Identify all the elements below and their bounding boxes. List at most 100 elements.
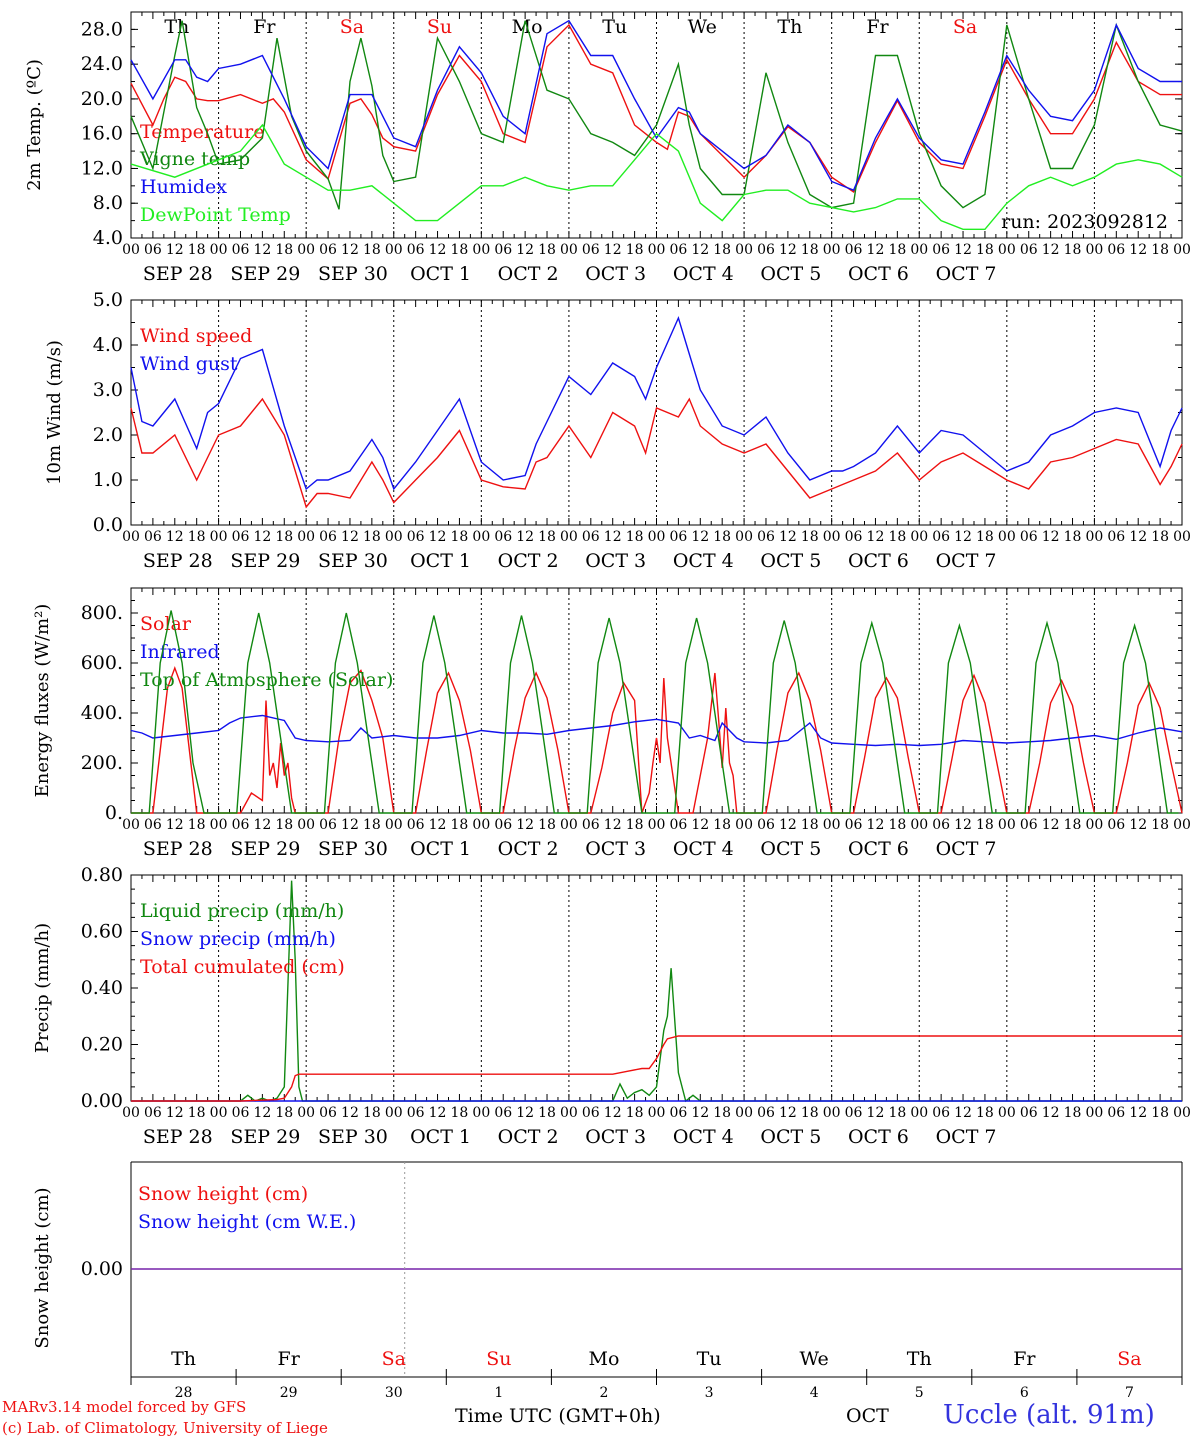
hour-tick-label: 06	[494, 1105, 512, 1121]
hour-tick-label: 00	[648, 817, 666, 833]
legend-entry: Wind speed	[140, 325, 252, 347]
hour-tick-label: 12	[779, 529, 797, 545]
weekday-label: We	[800, 1348, 829, 1370]
hour-tick-label: 12	[867, 529, 885, 545]
hour-tick-label: 18	[888, 817, 906, 833]
date-label: OCT 2	[498, 838, 559, 860]
hour-tick-label: 06	[407, 529, 425, 545]
date-label: SEP 28	[143, 1126, 213, 1148]
y-tick-label: 0.00	[81, 1258, 123, 1280]
hour-tick-label: 12	[516, 242, 534, 258]
weekday-label: Su	[427, 16, 452, 38]
y-tick-label: 0.00	[81, 1090, 123, 1112]
hour-tick-label: 18	[1064, 1105, 1082, 1121]
hour-tick-label: 12	[954, 529, 972, 545]
hour-tick-label: 06	[845, 817, 863, 833]
date-label: OCT 7	[936, 1126, 997, 1148]
date-label: SEP 29	[230, 1126, 300, 1148]
hour-tick-label: 00	[297, 1105, 315, 1121]
hour-tick-label: 00	[998, 529, 1016, 545]
hour-tick-label: 18	[275, 529, 293, 545]
weekday-label: Tu	[602, 16, 627, 38]
hour-tick-label: 00	[1173, 817, 1191, 833]
hour-tick-label: 00	[735, 1105, 753, 1121]
legend-entry: Snow height (cm W.E.)	[138, 1211, 356, 1233]
hour-tick-label: 06	[757, 1105, 775, 1121]
hour-tick-label: 18	[188, 242, 206, 258]
legend-entry: Snow precip (mm/h)	[140, 928, 336, 950]
series-line-infrared	[130, 714, 1183, 747]
series-line-solar	[131, 665, 1183, 814]
hour-tick-label: 06	[582, 1105, 600, 1121]
hour-tick-label: 00	[472, 242, 490, 258]
hour-tick-label: 12	[516, 817, 534, 833]
y-tick-label: 20.0	[81, 88, 123, 110]
y-tick-label: 400.	[81, 702, 123, 724]
time-axis-label: Time UTC (GMT+0h)	[455, 1405, 661, 1427]
hour-tick-label: 06	[845, 242, 863, 258]
hour-tick-label: 00	[560, 1105, 578, 1121]
weekday-label: Fr	[1013, 1348, 1036, 1370]
hour-tick-label: 18	[626, 817, 644, 833]
date-label: OCT 7	[936, 550, 997, 572]
hour-tick-label: 18	[275, 242, 293, 258]
hour-tick-label: 18	[451, 1105, 469, 1121]
y-tick-label: 4.0	[93, 334, 123, 356]
hour-tick-label: 18	[188, 1105, 206, 1121]
hour-tick-label: 06	[407, 242, 425, 258]
hour-tick-label: 18	[713, 242, 731, 258]
date-label: OCT 4	[673, 550, 734, 572]
date-label: OCT 3	[585, 550, 646, 572]
hour-tick-label: 12	[429, 1105, 447, 1121]
hour-tick-label: 00	[1086, 1105, 1104, 1121]
hour-tick-label: 06	[407, 1105, 425, 1121]
hour-tick-label: 12	[1129, 529, 1147, 545]
series-line-wind-gust	[130, 315, 1183, 491]
y-axis-label: 10m Wind (m/s)	[44, 340, 65, 485]
hour-tick-label: 18	[976, 1105, 994, 1121]
day-number: 6	[1020, 1385, 1029, 1401]
y-tick-label: 200.	[81, 752, 123, 774]
date-label: OCT 2	[498, 263, 559, 285]
legend-entry: Vigne temp	[139, 148, 250, 170]
hour-tick-label: 12	[253, 1105, 271, 1121]
hour-tick-label: 06	[407, 817, 425, 833]
hour-tick-label: 12	[1129, 242, 1147, 258]
weekday-label: Fr	[253, 16, 276, 38]
hour-tick-label: 12	[867, 1105, 885, 1121]
day-number: 2	[599, 1385, 608, 1401]
y-axis-label: Energy fluxes (W/m²)	[32, 604, 53, 798]
date-label: OCT 1	[410, 263, 471, 285]
hour-tick-label: 18	[451, 529, 469, 545]
hour-tick-label: 18	[1064, 529, 1082, 545]
weekday-label: Mo	[588, 1348, 619, 1370]
hour-tick-label: 18	[538, 1105, 556, 1121]
weekday-label: Su	[486, 1348, 511, 1370]
hour-tick-label: 18	[363, 529, 381, 545]
hour-tick-label: 12	[1129, 1105, 1147, 1121]
hour-tick-label: 18	[888, 1105, 906, 1121]
series-line-humidex	[130, 19, 1182, 192]
hour-tick-label: 00	[210, 529, 228, 545]
hour-tick-label: 06	[1107, 817, 1125, 833]
date-label: OCT 5	[760, 550, 821, 572]
series-line-vigne-temp	[130, 20, 1183, 210]
hour-tick-label: 18	[713, 817, 731, 833]
date-label: OCT 1	[410, 838, 471, 860]
hour-tick-label: 06	[319, 242, 337, 258]
hour-tick-label: 06	[669, 242, 687, 258]
weekday-label: Th	[171, 1348, 196, 1370]
hour-tick-label: 18	[801, 242, 819, 258]
date-label: OCT 4	[673, 838, 734, 860]
hour-tick-label: 12	[867, 817, 885, 833]
hour-tick-label: 12	[1042, 242, 1060, 258]
hour-tick-label: 18	[888, 242, 906, 258]
hour-tick-label: 00	[385, 817, 403, 833]
y-tick-label: 0.0	[93, 514, 123, 536]
weekday-label: Sa	[340, 16, 364, 38]
hour-tick-label: 06	[669, 817, 687, 833]
day-number: 29	[280, 1385, 298, 1401]
weekday-label: Sa	[1117, 1348, 1141, 1370]
